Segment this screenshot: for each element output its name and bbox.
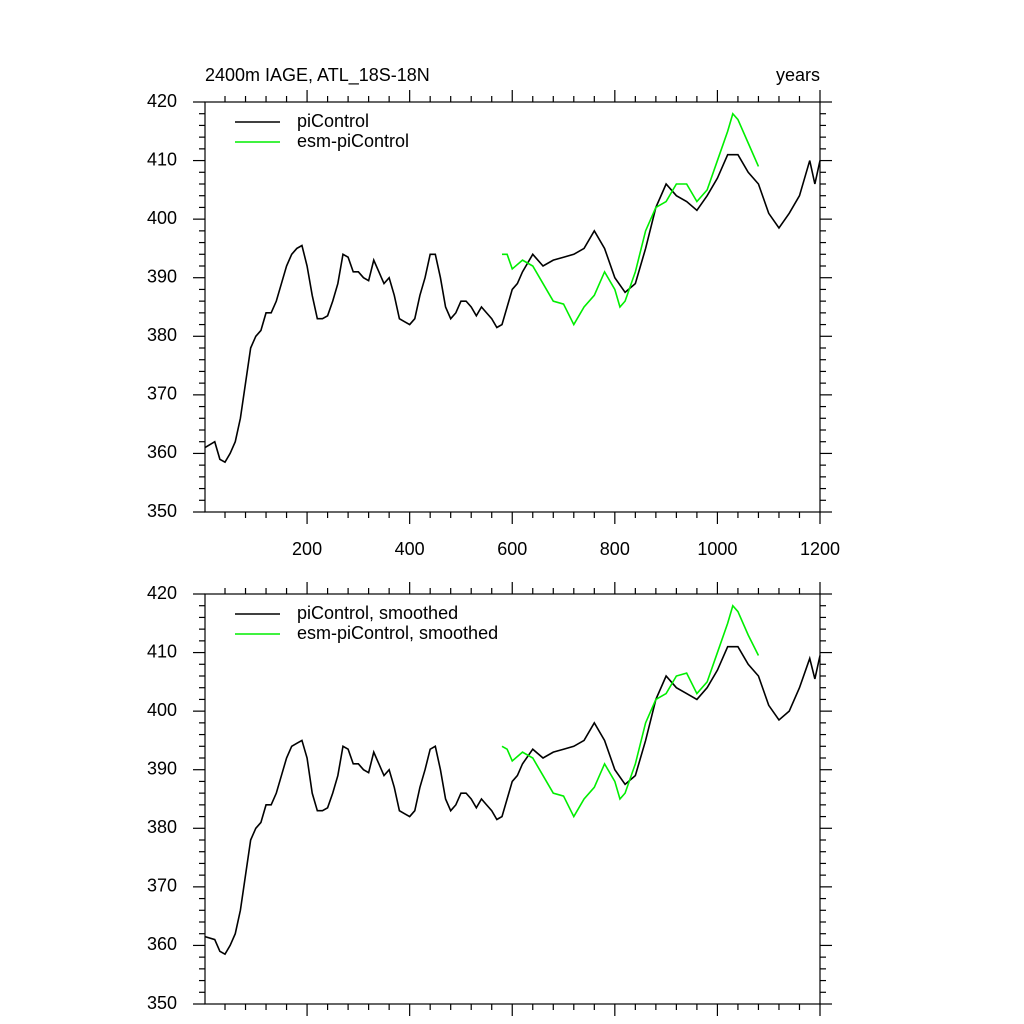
legend-label: esm-piControl — [297, 131, 409, 151]
y-tick-label: 350 — [147, 993, 177, 1013]
y-tick-label: 420 — [147, 583, 177, 603]
y-tick-label: 400 — [147, 700, 177, 720]
x-tick-label: 800 — [600, 539, 630, 559]
plot-frame — [204, 593, 821, 1005]
data-line — [501, 604, 760, 819]
y-tick-label: 410 — [147, 149, 177, 169]
y-tick-label: 370 — [147, 384, 177, 404]
y-tick-label: 350 — [147, 501, 177, 521]
legend-label: piControl — [297, 111, 369, 131]
y-tick-label: 380 — [147, 325, 177, 345]
x-tick-label: 1000 — [697, 539, 737, 559]
x-tick-label: 400 — [395, 539, 425, 559]
y-tick-label: 360 — [147, 442, 177, 462]
y-tick-label: 420 — [147, 91, 177, 111]
data-line — [501, 112, 760, 327]
legend-label: esm-piControl, smoothed — [297, 623, 498, 643]
x-tick-label: 1200 — [800, 539, 840, 559]
y-tick-label: 410 — [147, 641, 177, 661]
x-tick-label: 200 — [292, 539, 322, 559]
y-tick-label: 380 — [147, 817, 177, 837]
chart-subtitle: years — [776, 65, 820, 85]
legend-label: piControl, smoothed — [297, 603, 458, 623]
y-tick-label: 390 — [147, 266, 177, 286]
y-tick-label: 370 — [147, 876, 177, 896]
y-tick-label: 360 — [147, 934, 177, 954]
data-line — [204, 153, 821, 464]
y-tick-label: 390 — [147, 758, 177, 778]
x-tick-label: 600 — [497, 539, 527, 559]
chart-title: 2400m IAGE, ATL_18S-18N — [205, 65, 430, 86]
data-line — [204, 645, 821, 956]
y-tick-label: 400 — [147, 208, 177, 228]
plot-frame — [204, 101, 821, 513]
